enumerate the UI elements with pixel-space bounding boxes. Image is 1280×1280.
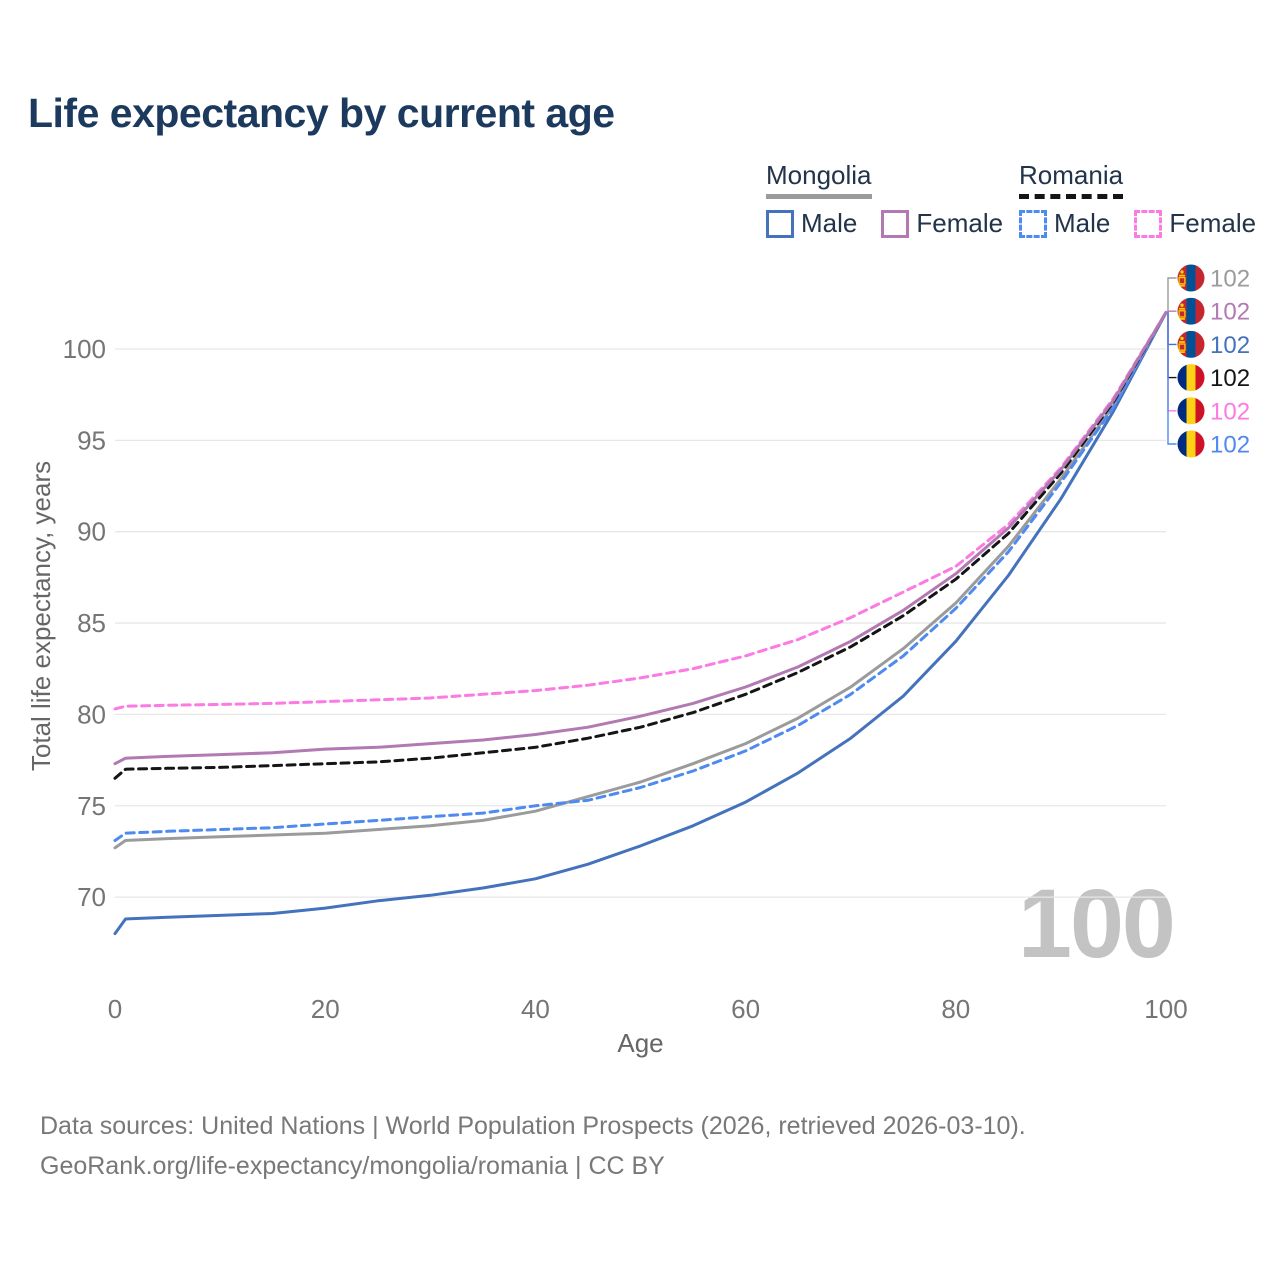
footer-datasource: Data sources: United Nations | World Pop… — [40, 1112, 1026, 1140]
x-tick-label-60: 60 — [731, 994, 760, 1024]
end-label-connector-mongolia-total — [1167, 277, 1177, 313]
legend-country-mongolia: Mongolia — [766, 160, 872, 199]
legend-swatch-mongolia-male[interactable] — [766, 209, 794, 238]
legend-swatch-romania-male[interactable] — [1019, 209, 1047, 238]
hover-age-watermark: 100 — [1018, 869, 1176, 978]
y-tick-label-95: 95 — [77, 425, 106, 455]
legend-label-romania-female[interactable]: Female — [1169, 208, 1257, 238]
end-label-value-mongolia-total: 102 — [1210, 266, 1250, 293]
y-tick-label-85: 85 — [77, 608, 106, 638]
x-tick-label-100: 100 — [1144, 994, 1187, 1024]
footer: Data sources: United Nations | World Pop… — [40, 1106, 1026, 1186]
end-label-value-mongolia-male: 102 — [1210, 332, 1250, 359]
end-label-connector-mongolia-male — [1167, 312, 1177, 346]
flag-icon-mongolia — [1177, 297, 1205, 325]
end-label-connector-mongolia-female — [1167, 310, 1177, 313]
flag-icon-romania — [1177, 364, 1205, 392]
series-line-romania-male[interactable] — [113, 311, 1168, 842]
x-tick-label-20: 20 — [311, 994, 340, 1024]
legend-country-romania: Romania — [1019, 160, 1124, 199]
end-label-value-romania-total: 102 — [1210, 365, 1250, 392]
page-title: Life expectancy by current age — [28, 90, 615, 136]
y-axis-label: Total life expectancy, years — [26, 461, 56, 771]
y-tick-label-75: 75 — [77, 791, 106, 821]
x-tick-label-80: 80 — [941, 994, 970, 1024]
end-label-connector-romania-male — [1167, 312, 1177, 445]
flag-icon-mongolia — [1177, 264, 1205, 292]
legend-swatch-mongolia-female[interactable] — [881, 209, 910, 238]
legend-label-mongolia-female[interactable]: Female — [916, 208, 1004, 238]
legend-swatch-romania-female[interactable] — [1134, 209, 1163, 238]
x-tick-label-0: 0 — [108, 994, 122, 1024]
x-tick-label-40: 40 — [521, 994, 550, 1024]
legend: Mongolia Male Female Romania Male Female — [0, 0, 1280, 250]
footer-url: GeoRank.org/life-expectancy/mongolia/rom… — [40, 1152, 665, 1180]
series-line-mongolia-male[interactable] — [113, 311, 1168, 936]
end-label-value-mongolia-female: 102 — [1210, 299, 1250, 326]
end-label-value-romania-female: 102 — [1210, 398, 1250, 425]
series-line-romania-total[interactable] — [113, 311, 1168, 780]
legend-group-romania: Romania Male Female — [1019, 160, 1280, 239]
flag-icon-romania — [1177, 397, 1205, 425]
y-tick-label-100: 100 — [63, 334, 106, 364]
flag-icon-romania — [1177, 430, 1205, 458]
y-tick-label-90: 90 — [77, 517, 106, 547]
end-label-connector-romania-female — [1167, 312, 1177, 412]
legend-group-mongolia: Mongolia Male Female — [766, 160, 1027, 239]
end-label-value-romania-male: 102 — [1210, 432, 1250, 459]
series-line-mongolia-total[interactable] — [113, 311, 1168, 850]
series-line-mongolia-female[interactable] — [113, 311, 1168, 766]
legend-label-romania-male[interactable]: Male — [1054, 208, 1111, 238]
flag-icon-mongolia — [1177, 330, 1205, 358]
y-tick-label-80: 80 — [77, 699, 106, 729]
legend-label-mongolia-male[interactable]: Male — [801, 208, 858, 238]
series-line-romania-female[interactable] — [113, 311, 1168, 711]
y-tick-label-70: 70 — [77, 882, 106, 912]
x-axis-label: Age — [617, 1028, 663, 1058]
